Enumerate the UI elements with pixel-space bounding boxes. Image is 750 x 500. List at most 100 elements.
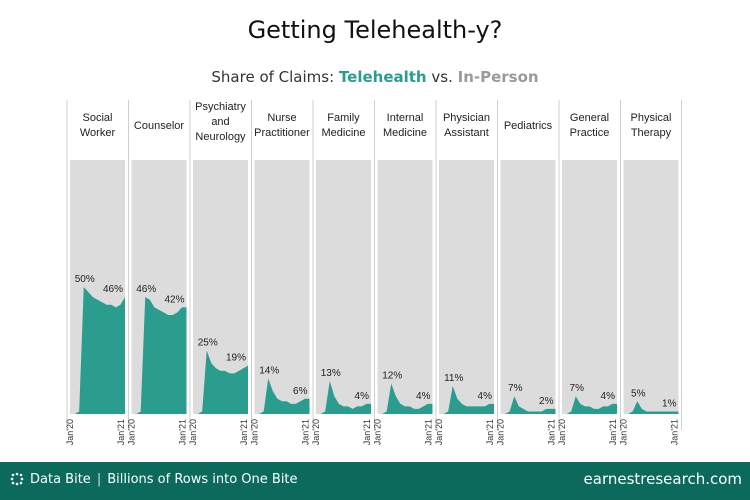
x-tick-label: Jan'20 [557,419,567,445]
chart-title: Getting Telehealth-y? [247,16,503,44]
x-tick-label: Jan'20 [373,419,383,445]
x-tick-label: Jan'21 [608,419,618,445]
end-label: 46% [103,284,123,295]
peak-label: 25% [198,338,218,349]
x-tick-label: Jan'20 [65,419,75,445]
telehealth-area [70,287,125,414]
category-label: Neurology [195,131,246,143]
footer-separator: | [96,472,102,487]
panel-9: Physical Therapy 5% 1% Jan'20 Jan'21 [619,100,682,445]
peak-label: 7% [508,383,523,394]
end-label: 4% [601,391,616,402]
x-tick-label: Jan'21 [670,419,680,445]
telehealth-area [562,396,617,414]
category-label: Assistant [444,127,489,139]
x-tick-label: Jan'21 [547,419,557,445]
end-label: 4% [355,391,370,402]
subtitle-vs: vs. [426,68,458,86]
category-label: Internal [387,112,424,124]
footer-brand-name: Data Bite [30,472,91,487]
in-person-area [500,160,556,414]
panel-0: Social Worker 50% 46% Jan'20 Jan'21 [65,100,126,445]
footer-brand: Data Bite | Billions of Rows into One Bite [10,472,298,487]
footer-bar: Data Bite | Billions of Rows into One Bite… [0,462,750,500]
x-tick-label: Jan'20 [434,419,444,445]
end-label: 19% [226,353,246,364]
category-label: General [570,112,609,124]
panel-1: Counselor 46% 42% Jan'20 Jan'21 [127,100,188,445]
telehealth-area [377,383,433,414]
category-label: Practice [570,127,610,139]
subtitle-telehealth: Telehealth [338,68,427,86]
category-label: Nurse [267,112,296,124]
category-label: Medicine [383,127,427,139]
data-bite-dots-icon [10,472,24,486]
x-tick-label: Jan'21 [362,419,372,445]
end-label: 4% [478,391,493,402]
x-tick-label: Jan'20 [250,419,260,445]
panel-8: General Practice 7% 4% Jan'20 Jan'21 [557,100,618,445]
category-label: Physical [631,112,672,124]
panel-7: Pediatrics 7% 2% Jan'20 Jan'21 [496,100,557,445]
peak-label: 13% [321,368,341,379]
telehealth-area [623,401,679,414]
panel-2: Psychiatry and Neurology 25% 19% Jan'20 Jan'21 [188,100,249,445]
x-tick-label: Jan'20 [619,419,629,445]
x-tick-label: Jan'21 [178,419,188,445]
telehealth-area [254,378,310,414]
in-person-area [623,160,679,414]
category-label: Worker [80,127,116,139]
end-label: 6% [293,386,308,397]
category-label: Physician [443,112,490,124]
x-tick-label: Jan'21 [485,419,495,445]
end-label: 4% [416,391,431,402]
peak-label: 12% [382,371,402,382]
category-label: and [211,116,229,128]
peak-label: 11% [444,373,463,384]
category-label: Pediatrics [504,120,553,132]
in-person-area [254,160,310,414]
end-label: 2% [539,396,554,407]
in-person-area [439,160,494,414]
category-label: Counselor [134,120,184,132]
x-tick-label: Jan'20 [311,419,321,445]
panel-5: Internal Medicine 12% 4% Jan'20 Jan'21 [373,100,434,445]
end-label: 1% [662,398,677,409]
in-person-area [377,160,433,414]
peak-label: 50% [75,274,95,285]
x-tick-label: Jan'21 [424,419,434,445]
category-label: Psychiatry [195,101,246,113]
telehealth-area [316,380,371,414]
panel-6: Physician Assistant 11% 4% Jan'20 Jan'21 [434,100,495,445]
panel-3: Nurse Practitioner 14% 6% Jan'20 Jan'21 [250,100,311,445]
footer-tagline: Billions of Rows into One Bite [107,472,298,487]
category-label: Social [83,112,113,124]
in-person-area [316,160,371,414]
category-label: Therapy [631,127,672,139]
category-label: Practitioner [254,127,310,139]
footer-url: earnestresearch.com [583,470,742,488]
category-label: Medicine [321,127,365,139]
peak-label: 46% [136,284,156,295]
x-tick-label: Jan'20 [127,419,137,445]
telehealth-area [500,396,556,414]
end-label: 42% [164,294,184,305]
subtitle-in-person: In-Person [457,68,539,86]
peak-label: 5% [631,388,646,399]
x-tick-label: Jan'20 [188,419,198,445]
telehealth-area [439,386,494,414]
in-person-area [562,160,617,414]
chart-subtitle: Share of Claims: Telehealth vs. In-Perso… [0,68,750,86]
x-tick-label: Jan'21 [301,419,311,445]
peak-label: 14% [259,365,279,376]
x-tick-label: Jan'20 [496,419,506,445]
x-tick-label: Jan'21 [116,419,126,445]
peak-label: 7% [570,383,585,394]
subtitle-prefix: Share of Claims: [211,68,339,86]
telehealth-area [131,297,187,414]
x-tick-label: Jan'21 [239,419,249,445]
panel-4: Family Medicine 13% 4% Jan'20 Jan'21 [311,100,372,445]
telehealth-area [193,350,248,414]
category-label: Family [327,112,360,124]
